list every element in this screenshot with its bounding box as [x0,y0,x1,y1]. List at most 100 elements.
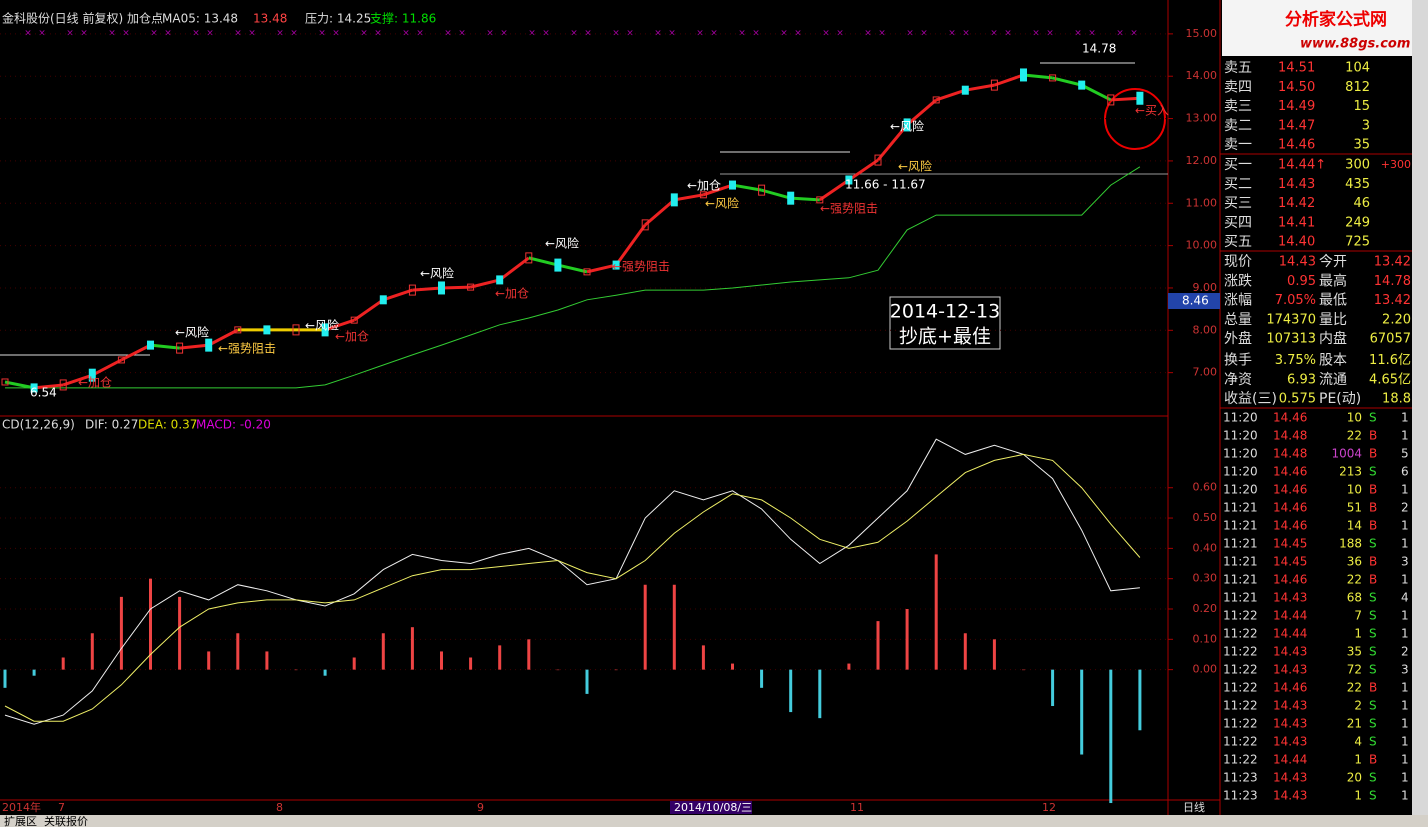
annotation: ←加仓 [687,179,721,193]
ma05-segment [412,286,442,292]
trade-price: 14.43 [1273,717,1307,731]
candle [758,184,766,196]
stat-value: 13.42 [1374,255,1411,270]
stat-value: 0.95 [1287,274,1316,289]
trade-side: B [1369,555,1377,569]
y-tick-label: 14.00 [1186,69,1218,82]
ma05-segment [586,263,617,274]
ma05-segment [876,123,909,162]
book-change: +300 [1381,158,1411,171]
trade-time: 11:20 [1223,447,1258,461]
book-label: 买一 [1224,157,1252,173]
ma05-segment [702,183,733,197]
macd-bar [992,639,996,670]
ma05-segment [614,223,647,266]
ma05-segment [1110,96,1140,102]
candle [903,118,911,132]
status-item[interactable]: 扩展区 [4,814,37,827]
book-price: 14.40 [1278,235,1315,250]
trade-time: 11:20 [1223,411,1258,425]
note-box [889,296,1001,350]
book-volume: 725 [1345,235,1370,250]
book-label: 买三 [1224,196,1252,212]
candle [874,154,882,166]
trade-price: 14.44 [1273,627,1307,641]
support: 支撑: 11.86 [370,11,436,26]
trade-price: 14.46 [1273,519,1307,533]
candle [408,284,416,296]
stock-title: 金科股份(日线 前复权) 加仓点 [2,11,163,26]
macd-bar [498,645,502,670]
book-label: 买四 [1224,215,1252,231]
trade-price: 14.46 [1273,501,1307,515]
trade-price: 14.48 [1273,447,1307,461]
ma05-segment [644,198,676,227]
candle [932,96,940,104]
trade-volume: 22 [1347,681,1362,695]
book-volume: 35 [1353,138,1370,153]
trade-time: 11:22 [1223,717,1258,731]
candle [612,260,620,270]
y-tick-label: 0.20 [1193,602,1218,615]
x-tick-label: 7 [58,801,65,814]
ma05-segment [150,343,180,350]
ma-label: MA05: 13.48 [162,12,238,26]
candle [438,281,445,295]
annotation: ←加仓 [495,287,529,301]
y-tick-label: 13.00 [1186,112,1218,125]
macd-bar [963,633,967,670]
trade-side: B [1369,681,1377,695]
ma05-segment [993,73,1024,87]
trade-price: 14.45 [1273,537,1307,551]
trade-side: S [1369,699,1377,713]
trade-volume: 68 [1347,591,1362,605]
trade-side: B [1369,573,1377,587]
macd-bar [527,639,531,670]
trade-count: 1 [1401,753,1409,767]
trade-price: 14.46 [1273,483,1307,497]
candle [321,323,329,337]
marker: × [570,29,578,39]
macd-bar [381,633,385,670]
trade-price: 14.43 [1273,699,1307,713]
trade-volume: 22 [1347,573,1362,587]
status-item[interactable]: 关联报价 [44,814,88,827]
trade-price: 14.45 [1273,555,1307,569]
book-price: 14.49 [1278,99,1315,114]
trade-volume: 188 [1339,537,1362,551]
ma05-segment [965,83,995,92]
candle [467,283,475,291]
macd-bar [265,651,269,670]
stat-label: 量比 [1319,312,1347,328]
marker: × [738,29,746,39]
trade-time: 11:21 [1223,519,1258,533]
trade-count: 2 [1401,501,1409,515]
y-tick-label: 0.40 [1193,541,1218,554]
trade-price: 14.43 [1273,645,1307,659]
trade-side: S [1369,609,1377,623]
stat-label: 外盘 [1224,330,1252,347]
annotation: ←加仓 [335,330,369,344]
trade-price: 14.43 [1273,735,1307,749]
trade-time: 11:23 [1223,771,1258,785]
book-price: 14.51 [1278,61,1315,76]
annotation: ←强势阻击 [218,342,276,356]
candle [234,326,242,334]
stat-label: 流通 [1319,372,1347,388]
trade-count: 1 [1401,537,1409,551]
stat-label: 最高 [1319,272,1347,289]
book-price: 14.42 [1278,196,1315,211]
macd-bar [410,627,414,670]
stat-label: 今开 [1319,254,1347,270]
x-tick-label: 日线 [1183,800,1205,814]
trade-side: B [1369,447,1377,461]
ma05-segment [1052,76,1083,87]
trade-time: 11:21 [1223,501,1258,515]
trade-side: B [1369,429,1377,443]
ma05-segment [382,288,413,302]
stat-value: 0.575 [1279,392,1316,407]
marker: × [1004,29,1012,39]
y-tick-label: 12.00 [1186,154,1218,167]
macd-bar [876,621,880,670]
annotation: 14.78 [1082,42,1116,56]
